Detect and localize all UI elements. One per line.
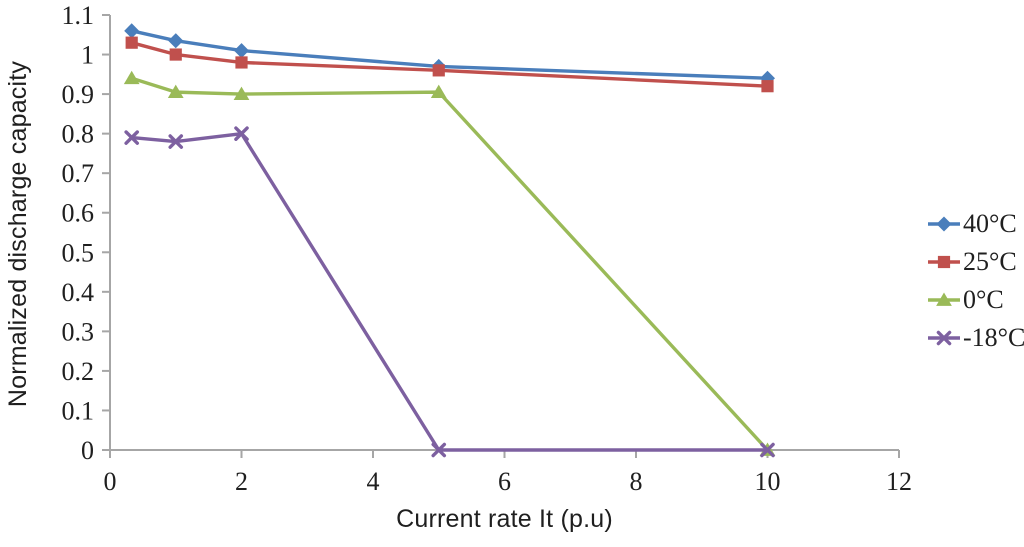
x-tick-label: 10	[755, 467, 781, 496]
y-axis-title: Normalized discharge capacity	[4, 60, 32, 408]
y-tick-label: 0.4	[62, 278, 95, 307]
legend-label: 40°C	[963, 208, 1017, 238]
series-3	[123, 70, 776, 456]
diamond-marker-icon	[233, 43, 250, 59]
x-marker-icon	[431, 442, 447, 458]
series-2	[125, 36, 774, 93]
legend-item-3: 0°C	[928, 284, 1024, 314]
legend-item-1: 40°C	[928, 208, 1024, 238]
legend: 40°C 25°C 0°C -18°C	[928, 208, 1024, 352]
x-tick-label: 6	[498, 467, 511, 496]
y-tick-label: 0.7	[62, 159, 95, 188]
series-line	[129, 131, 770, 452]
square-marker-icon	[235, 56, 248, 69]
square-marker-icon	[761, 80, 774, 93]
y-tick-label: 0.6	[62, 199, 95, 228]
y-tick-label: 0.1	[62, 396, 95, 425]
x-tick-label: 12	[886, 467, 912, 496]
legend-marker-icon	[928, 215, 960, 232]
square-marker-icon	[169, 48, 182, 61]
square-marker-icon	[937, 255, 951, 268]
x-marker-icon	[234, 126, 249, 141]
series-1	[124, 23, 776, 86]
y-tick-label: 1	[81, 41, 94, 70]
x-marker-icon	[760, 442, 775, 458]
legend-marker-icon	[928, 330, 960, 345]
legend-label: -18°C	[963, 322, 1024, 352]
y-tick-label: 0.8	[62, 120, 95, 149]
y-tick-label: 0.5	[62, 238, 95, 267]
x-tick-label: 2	[235, 467, 248, 496]
legend-item-2: 25°C	[928, 246, 1024, 276]
diamond-marker-icon	[936, 215, 952, 232]
triangle-marker-icon	[430, 84, 447, 99]
square-marker-icon	[432, 64, 445, 77]
x-marker-icon	[124, 130, 139, 145]
x-marker-icon	[168, 134, 184, 149]
legend-marker-icon	[928, 255, 960, 268]
legend-label: 0°C	[963, 284, 1004, 314]
triangle-marker-icon	[936, 292, 952, 306]
x-tick-label: 4	[367, 467, 380, 496]
x-marker-icon	[936, 330, 952, 345]
triangle-marker-icon	[123, 70, 140, 85]
triangle-marker-icon	[167, 84, 184, 99]
legend-item-4: -18°C	[928, 322, 1024, 352]
x-tick-label: 8	[630, 467, 643, 496]
y-tick-label: 0	[81, 436, 94, 465]
x-axis-title: Current rate It (p.u)	[396, 505, 613, 533]
diamond-marker-icon	[124, 23, 140, 39]
y-tick-label: 1.1	[62, 1, 95, 30]
legend-marker-icon	[928, 292, 960, 306]
legend-label: 25°C	[963, 246, 1017, 276]
triangle-marker-icon	[233, 86, 250, 100]
series-4	[124, 126, 775, 458]
y-tick-label: 0.9	[62, 80, 95, 109]
diamond-marker-icon	[168, 33, 184, 49]
square-marker-icon	[125, 36, 138, 49]
y-tick-label: 0.3	[62, 317, 95, 346]
y-tick-label: 0.2	[62, 357, 95, 386]
x-tick-label: 0	[104, 467, 117, 496]
